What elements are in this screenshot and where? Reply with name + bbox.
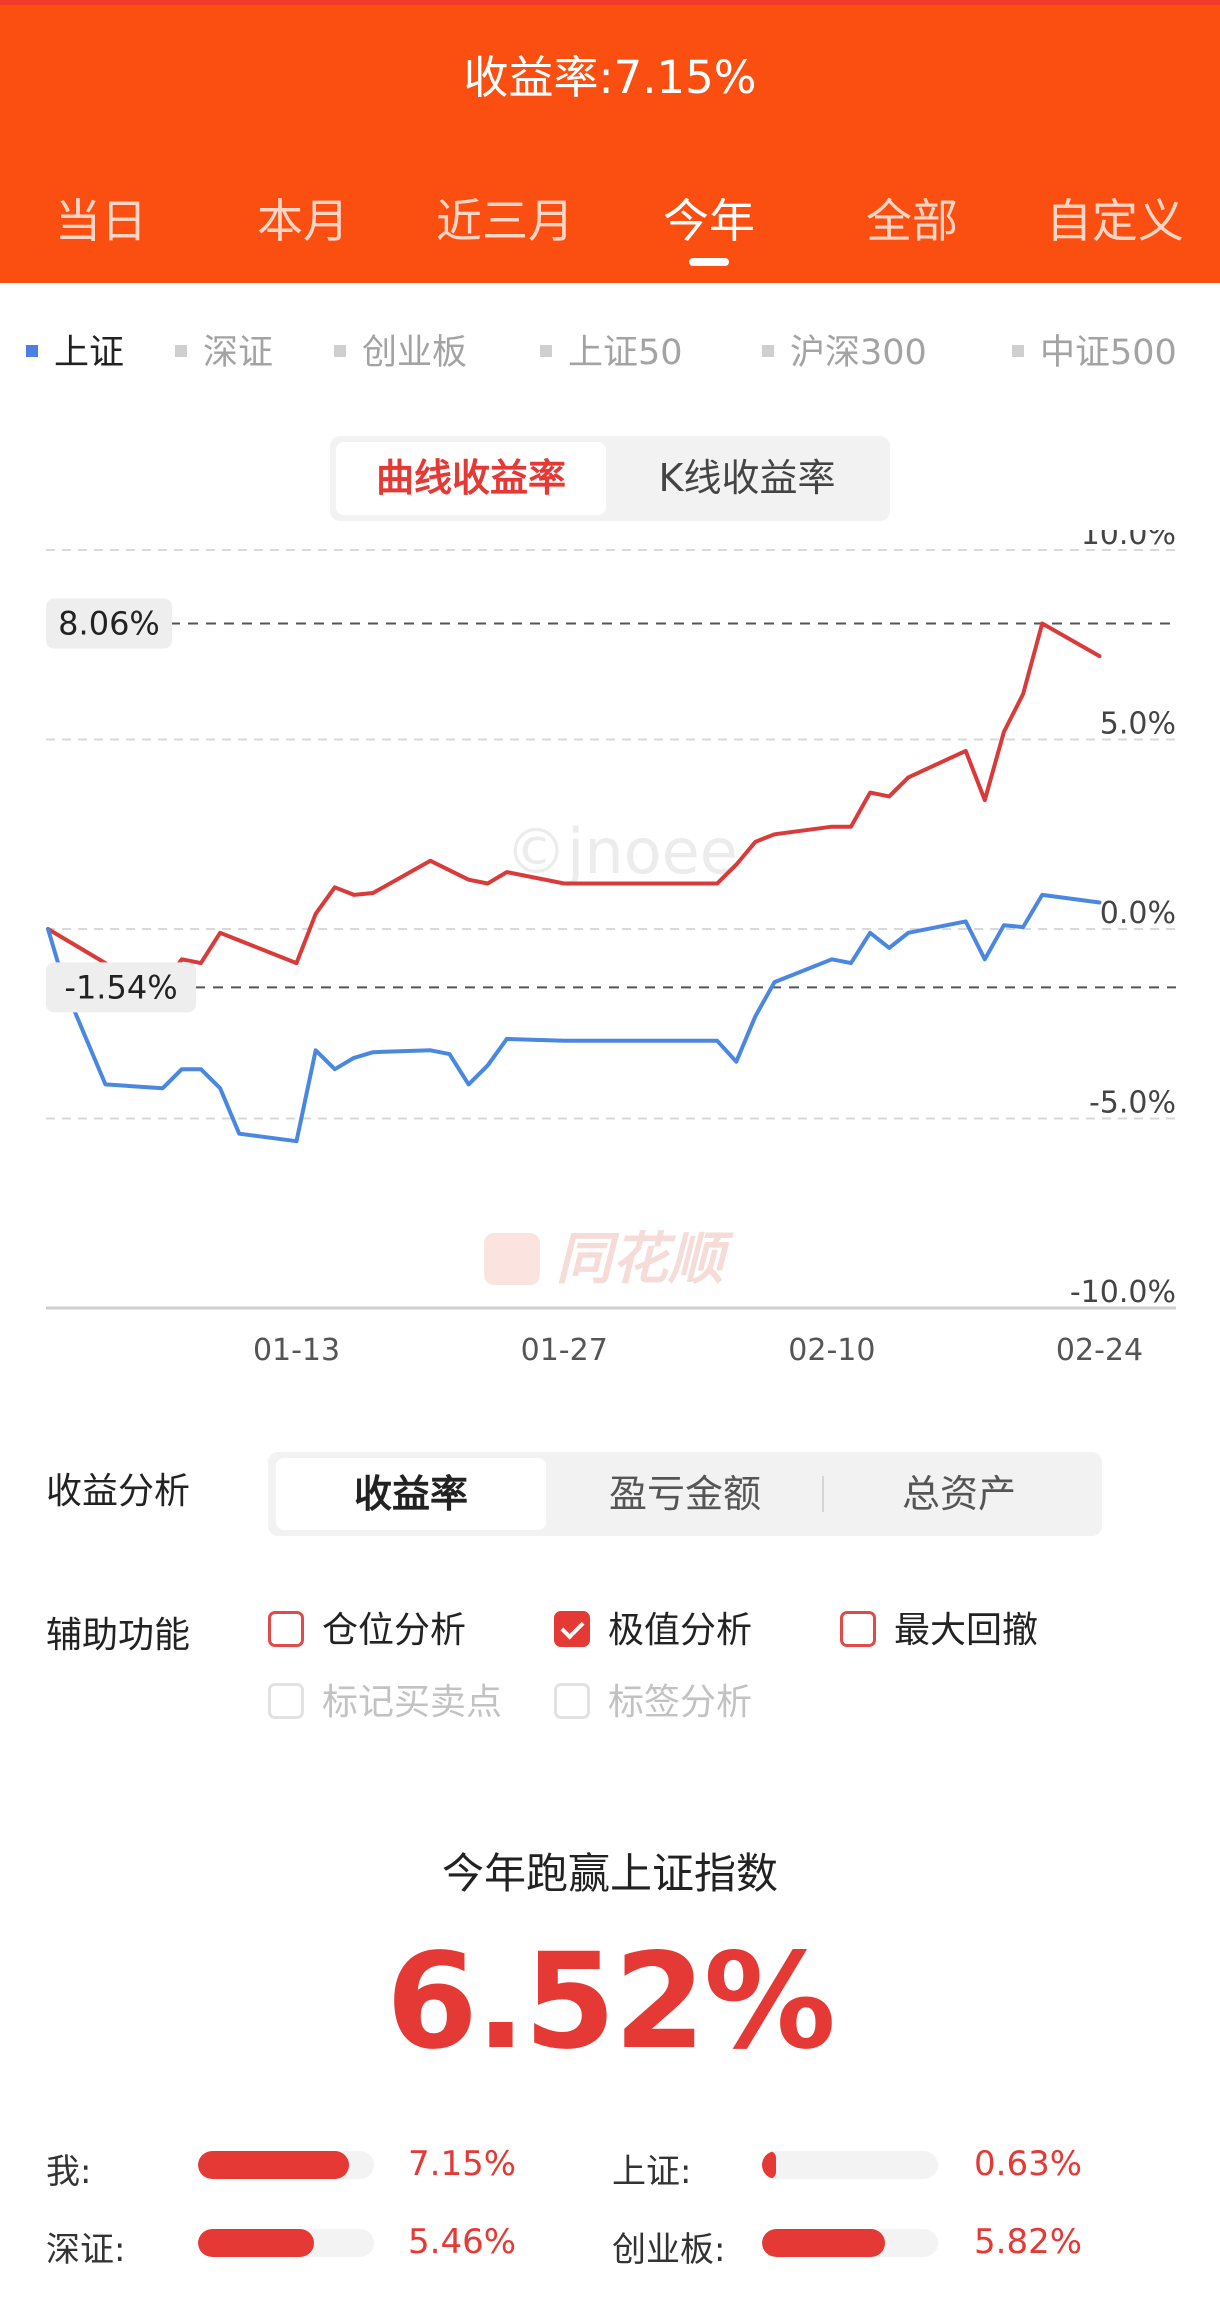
comparison-label-chinext: 创业板:	[612, 2230, 726, 2270]
checkbox-label: 仓位分析	[322, 1610, 467, 1651]
legend-dot-icon	[762, 345, 774, 357]
max-drawdown-checkbox[interactable]: 最大回撤	[840, 1606, 1038, 1656]
tab-all[interactable]: 全部	[866, 194, 958, 248]
x-tick-label: 01-13	[253, 1333, 340, 1368]
active-tab-indicator	[689, 258, 729, 266]
checkbox-icon	[554, 1683, 590, 1719]
return-curve-chart: ©jnoee 同花顺 10.0% 5.0% 0.0% -5.0% -10.0% 01-13 01…	[46, 530, 1176, 1368]
comparison-bar-shenzhen	[198, 2229, 374, 2257]
checkbox-checked-icon	[554, 1611, 590, 1647]
brand-logo-watermark-icon	[484, 1233, 540, 1285]
comparison-value-shenzhen: 5.46%	[408, 2222, 517, 2262]
x-tick-label: 02-24	[1056, 1333, 1143, 1368]
comparison-label-shanghai: 上证:	[612, 2152, 692, 2192]
comparison-bar-shanghai	[762, 2151, 938, 2179]
comparison-bar-fill	[198, 2151, 350, 2179]
tab-custom[interactable]: 自定义	[1046, 194, 1184, 248]
legend-dot-icon	[1012, 345, 1024, 357]
comparison-value-shanghai: 0.63%	[974, 2144, 1083, 2184]
index-label: 上证	[54, 333, 125, 373]
mark-trades-checkbox: 标记买卖点	[268, 1678, 502, 1728]
y-tick-label: -10.0%	[1070, 1275, 1176, 1310]
index-shanghai[interactable]: 上证	[26, 328, 124, 378]
legend-dot-icon	[175, 345, 187, 357]
comparison-bar-fill	[762, 2229, 886, 2257]
comparison-bar-fill	[762, 2151, 777, 2179]
aux-label: 辅助功能	[46, 1615, 191, 1656]
checkbox-label: 最大回撤	[894, 1610, 1039, 1651]
max-value-badge	[46, 598, 172, 649]
legend-dot-icon	[334, 345, 346, 357]
checkbox-icon	[268, 1683, 304, 1719]
index-label: 沪深300	[790, 333, 927, 373]
comparison-bar-fill	[198, 2229, 315, 2257]
index-shenzhen[interactable]: 深证	[175, 328, 273, 378]
watermark-text: ©jnoee	[505, 815, 738, 888]
kline-return-button[interactable]: K线收益率	[658, 456, 836, 500]
y-tick-label: 0.0%	[1100, 896, 1176, 931]
total-assets-button[interactable]: 总资产	[901, 1472, 1016, 1516]
legend-dot-icon	[540, 345, 552, 357]
comparison-bar-chinext	[762, 2229, 938, 2257]
x-tick-label: 02-10	[788, 1333, 875, 1368]
index-chinext[interactable]: 创业板	[334, 328, 467, 378]
checkbox-icon	[268, 1611, 304, 1647]
analysis-label: 收益分析	[46, 1471, 191, 1512]
header-bar: 收益率:7.15% 当日 本月 近三月 今年 全部 自定义	[0, 0, 1220, 283]
y-tick-label: 10.0%	[1081, 530, 1176, 552]
comparison-value-chinext: 5.82%	[974, 2222, 1083, 2262]
extreme-analysis-checkbox[interactable]: 极值分析	[554, 1606, 752, 1656]
y-tick-label: 5.0%	[1100, 707, 1176, 742]
tab-this-month[interactable]: 本月	[257, 194, 349, 248]
return-rate-button[interactable]: 收益率	[276, 1458, 546, 1530]
curve-return-button[interactable]: 曲线收益率	[336, 442, 606, 515]
index-csi300[interactable]: 沪深300	[762, 328, 927, 378]
legend-dot-icon	[26, 345, 38, 357]
comparison-bar-me	[198, 2151, 374, 2179]
position-analysis-checkbox[interactable]: 仓位分析	[268, 1606, 466, 1656]
beat-index-title: 今年跑赢上证指数	[441, 1849, 778, 1898]
profit-loss-button[interactable]: 盈亏金额	[608, 1472, 761, 1516]
comparison-label-me: 我:	[46, 2152, 92, 2192]
return-rate-title: 收益率:7.15%	[463, 51, 757, 104]
index-label: 创业板	[362, 333, 468, 373]
my-return-line	[46, 621, 1102, 990]
index-csi500[interactable]: 中证500	[1012, 328, 1177, 378]
min-value-label: -1.54%	[64, 968, 177, 1006]
checkbox-icon	[840, 1611, 876, 1647]
checkbox-label: 极值分析	[608, 1610, 753, 1651]
max-value-label: 8.06%	[58, 605, 160, 643]
tab-today[interactable]: 当日	[55, 194, 147, 248]
beat-index-value: 6.52%	[386, 1925, 836, 2079]
chart-mode-switch: 曲线收益率 K线收益率	[330, 436, 890, 521]
index-sse50[interactable]: 上证50	[540, 328, 683, 378]
comparison-label-shenzhen: 深证:	[46, 2230, 126, 2270]
y-tick-label: -5.0%	[1089, 1086, 1176, 1121]
checkbox-label: 标记买卖点	[322, 1682, 503, 1723]
tag-analysis-checkbox: 标签分析	[554, 1678, 752, 1728]
index-label: 中证500	[1040, 333, 1177, 373]
index-label: 深证	[203, 333, 274, 373]
index-return-line	[46, 892, 1102, 1144]
min-value-badge	[46, 962, 196, 1013]
brand-watermark-text: 同花顺	[556, 1227, 734, 1292]
comparison-value-me: 7.15%	[408, 2144, 517, 2184]
segment-divider	[822, 1476, 824, 1512]
tab-this-year[interactable]: 今年	[663, 194, 755, 248]
tab-last-three-months[interactable]: 近三月	[436, 194, 574, 248]
index-label: 上证50	[568, 333, 683, 373]
checkbox-label: 标签分析	[608, 1682, 753, 1723]
x-tick-label: 01-27	[521, 1333, 608, 1368]
analysis-switch: 收益率 盈亏金额 总资产	[268, 1452, 1102, 1536]
